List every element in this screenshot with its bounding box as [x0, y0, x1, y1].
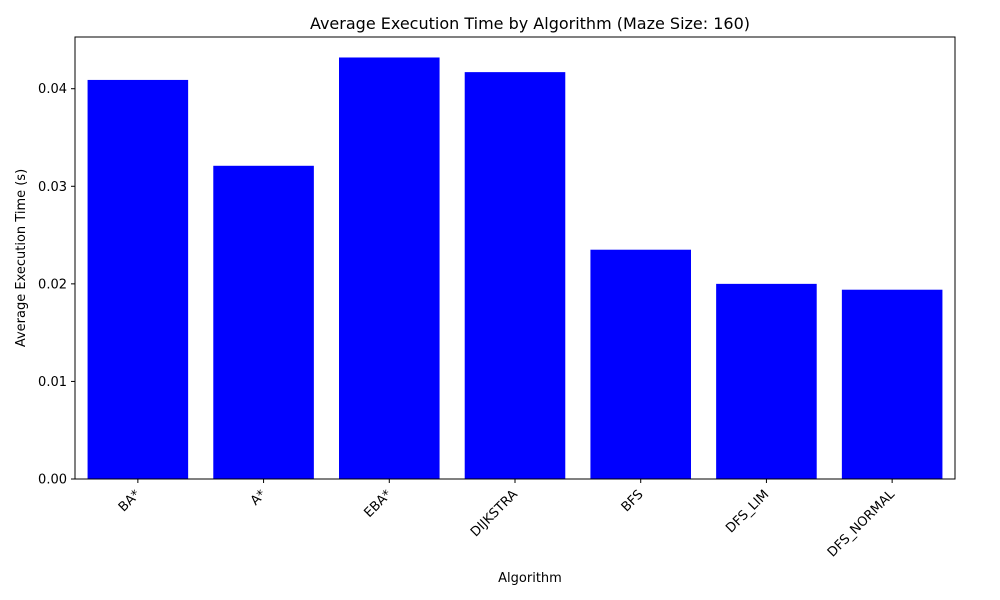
x-axis-label: Algorithm	[498, 571, 562, 586]
x-tick-label: BA*	[116, 487, 144, 515]
x-tick-label: EBA*	[362, 487, 396, 521]
bar-a-	[213, 165, 314, 480]
bar-dfs-lim	[716, 283, 817, 479]
y-tick-label: 0.01	[38, 375, 67, 390]
y-tick-label: 0.00	[38, 473, 67, 488]
plot-area-frame	[74, 36, 956, 480]
y-tick-label: 0.04	[38, 82, 67, 97]
bars-group	[87, 57, 943, 480]
bar-ba-	[87, 79, 189, 480]
bar-bfs	[590, 249, 691, 479]
x-tick-label: DFS_LIM	[723, 487, 772, 536]
chart-title: Average Execution Time by Algorithm (Maz…	[310, 14, 750, 33]
bar-dijkstra	[464, 72, 566, 479]
y-tick-label: 0.02	[38, 277, 67, 292]
bar-dfs-normal	[841, 289, 943, 479]
y-tick-label: 0.03	[38, 180, 67, 195]
y-axis-ticks: 0.00 0.01 0.02 0.03 0.04	[38, 82, 75, 488]
x-tick-label: A*	[248, 487, 270, 509]
x-tick-label: BFS	[619, 487, 647, 515]
y-axis-label: Average Execution Time (s)	[14, 169, 29, 347]
x-axis-ticks: BA* A* EBA* DIJKSTRA BFS DFS_LIM DFS_NORMAL	[116, 479, 899, 560]
x-tick-label: DIJKSTRA	[468, 487, 521, 540]
bar-eba-	[339, 57, 440, 480]
x-tick-label: DFS_NORMAL	[825, 487, 899, 561]
